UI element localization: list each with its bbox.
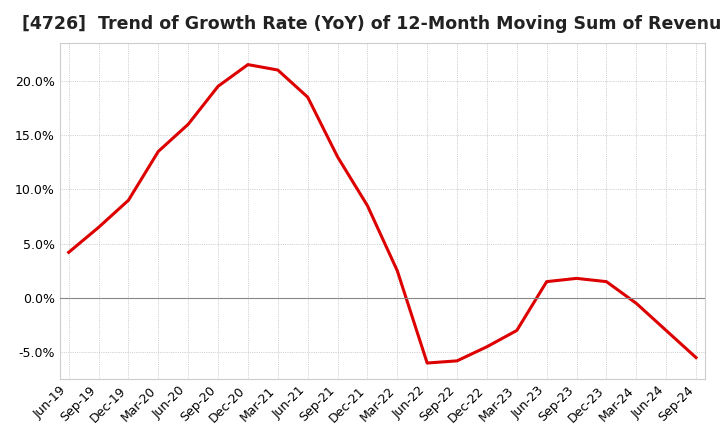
Title: [4726]  Trend of Growth Rate (YoY) of 12-Month Moving Sum of Revenues: [4726] Trend of Growth Rate (YoY) of 12-… (22, 15, 720, 33)
